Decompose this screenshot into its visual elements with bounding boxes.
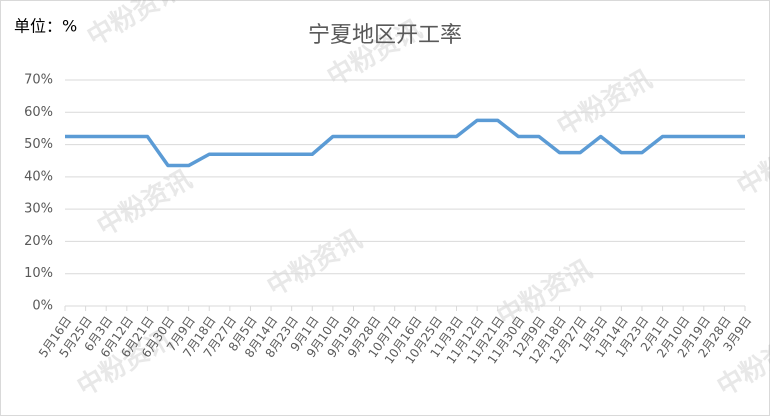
unit-label: 单位：%: [14, 17, 77, 36]
y-tick-label: 20%: [24, 234, 53, 249]
y-tick-label: 50%: [24, 137, 53, 152]
y-tick-label: 30%: [24, 202, 53, 217]
y-tick-label: 10%: [24, 266, 53, 281]
y-tick-label: 0%: [32, 299, 53, 314]
chart-title: 宁夏地区开工率: [308, 23, 462, 48]
line-series: [65, 118, 745, 168]
y-tick-label: 70%: [24, 73, 53, 88]
y-tick-label: 60%: [24, 105, 53, 120]
y-tick-label: 40%: [24, 169, 53, 184]
